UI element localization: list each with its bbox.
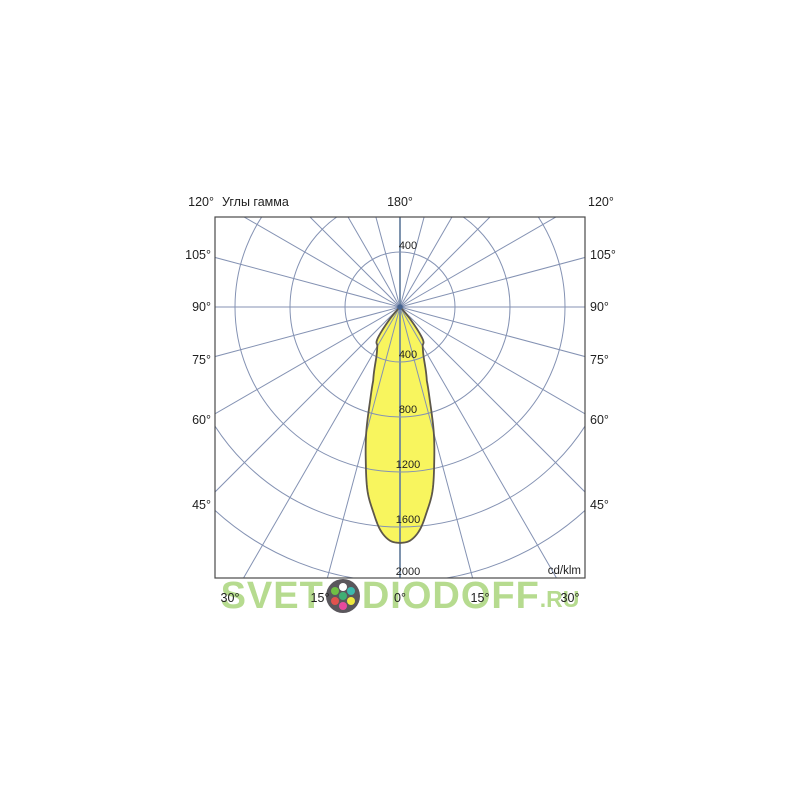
polar-grid-ray — [309, 217, 401, 308]
polar-grid-ray — [375, 217, 401, 308]
logo-color-dot-icon — [347, 596, 356, 605]
polar-center-dot — [397, 304, 403, 310]
polar-grid-ray — [242, 306, 401, 578]
angle-label-right: 75° — [590, 353, 609, 367]
watermark-svetodiodoff: SVET DIODOFF .RU — [0, 577, 800, 615]
logo-color-dot-icon — [330, 587, 339, 596]
polar-grid-ring — [234, 217, 566, 473]
polar-grid-ray — [326, 306, 401, 578]
angle-label-top: 120° — [188, 195, 214, 209]
polar-grid-ray — [399, 217, 453, 308]
polar-grid-ray — [215, 306, 401, 415]
polar-grid-ray — [399, 217, 425, 308]
logo-color-dot-icon — [347, 587, 356, 596]
angle-label-right: 105° — [590, 248, 616, 262]
angle-label-left: 105° — [185, 248, 211, 262]
polar-grid-ray — [399, 306, 474, 578]
ring-value-label-upper: 400 — [399, 240, 417, 252]
ring-value-label: 1600 — [396, 514, 420, 526]
unit-label: cd/klm — [548, 565, 581, 577]
angle-label-right: 60° — [590, 413, 609, 427]
beam-lobe-fill — [365, 307, 435, 543]
angle-label-right: 90° — [590, 300, 609, 314]
polar-grid-ray — [399, 217, 491, 308]
watermark-text-tld: .RU — [539, 586, 580, 612]
watermark-text-suffix: DIODOFF — [361, 575, 540, 617]
ring-value-label: 400 — [399, 349, 417, 361]
angle-label-top: 120° — [588, 195, 614, 209]
angle-label-top: 180° — [387, 195, 413, 209]
logo-color-dot-icon — [338, 592, 347, 600]
angle-label-left: 90° — [192, 300, 211, 314]
polar-grid-ray — [399, 306, 585, 358]
polar-grid-ray — [243, 217, 401, 308]
logo-color-dot-icon — [330, 596, 339, 605]
angle-label-left: 45° — [192, 498, 211, 512]
polar-grid-ray — [215, 256, 401, 308]
polar-grid-ray — [347, 217, 401, 308]
ring-value-label: 1200 — [396, 459, 420, 471]
polar-grid-ring — [344, 251, 456, 363]
logo-color-dot-icon — [338, 601, 347, 610]
beam-lobe-outline — [364, 306, 436, 544]
polar-grid-ray — [399, 256, 585, 308]
plot-border — [214, 216, 586, 579]
logo-color-dot-icon — [338, 582, 347, 591]
polar-grid-ring — [215, 425, 585, 528]
plot-area — [215, 217, 585, 578]
polar-grid-ring — [289, 217, 511, 418]
diagram-title: Углы гамма — [222, 195, 289, 209]
angle-label-right: 45° — [590, 498, 609, 512]
polar-grid-ray — [399, 306, 585, 415]
ring-value-label: 800 — [399, 404, 417, 416]
svetodiodoff-logo-icon — [325, 579, 360, 613]
polar-grid-ring — [215, 509, 585, 578]
polar-grid-ray — [399, 306, 558, 578]
watermark-text-prefix: SVET — [220, 575, 324, 617]
angle-label-left: 75° — [192, 353, 211, 367]
angle-label-left: 60° — [192, 413, 211, 427]
polar-grid-ray — [215, 306, 401, 358]
polar-grid-ray — [399, 217, 557, 308]
